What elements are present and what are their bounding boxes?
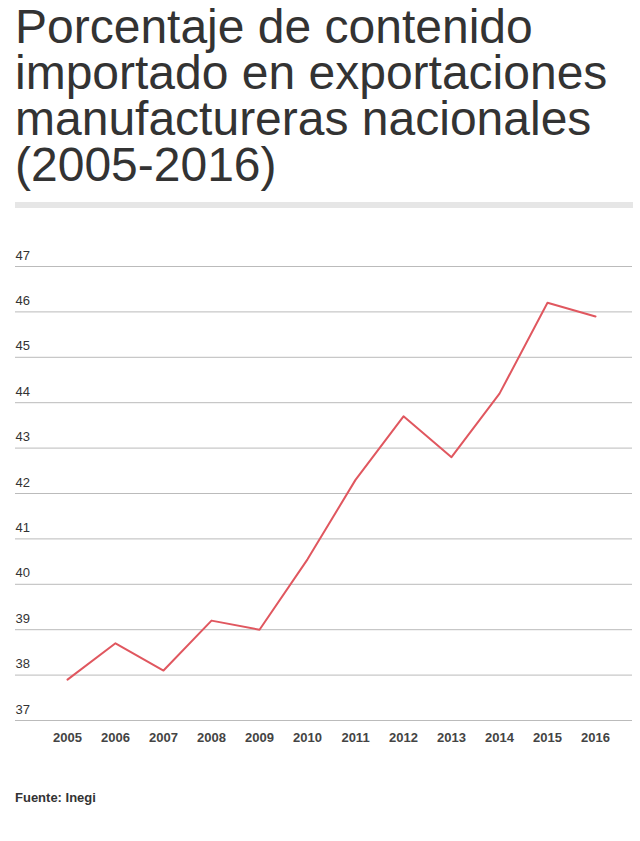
svg-text:42: 42 bbox=[16, 475, 30, 490]
html-text:Porcentaje de contenido import: Porcentaje de contenido importado en exp… bbox=[15, 0, 608, 191]
svg-text:2009: 2009 bbox=[245, 730, 274, 745]
svg-text:2010: 2010 bbox=[293, 730, 322, 745]
svg-text:43: 43 bbox=[16, 429, 30, 444]
svg-text:2006: 2006 bbox=[101, 730, 130, 745]
svg-text:38: 38 bbox=[16, 656, 30, 671]
svg-text:40: 40 bbox=[16, 565, 30, 580]
svg-text:41: 41 bbox=[16, 520, 30, 535]
svg-text:2014: 2014 bbox=[485, 730, 515, 745]
svg-text:45: 45 bbox=[16, 338, 30, 353]
svg-text:2012: 2012 bbox=[389, 730, 418, 745]
svg-text:47: 47 bbox=[16, 248, 30, 263]
svg-text:44: 44 bbox=[16, 384, 30, 399]
svg-text:2016: 2016 bbox=[581, 730, 610, 745]
html-text:Fuente: Inegi: Fuente: Inegi bbox=[15, 790, 96, 805]
svg-text:37: 37 bbox=[16, 702, 30, 717]
svg-text:2008: 2008 bbox=[197, 730, 226, 745]
svg-text:2013: 2013 bbox=[437, 730, 466, 745]
svg-text:2005: 2005 bbox=[53, 730, 82, 745]
svg-text:2015: 2015 bbox=[533, 730, 562, 745]
svg-text:39: 39 bbox=[16, 611, 30, 626]
svg-text:2011: 2011 bbox=[341, 730, 369, 745]
svg-text:2007: 2007 bbox=[149, 730, 178, 745]
svg-text:46: 46 bbox=[16, 293, 30, 308]
